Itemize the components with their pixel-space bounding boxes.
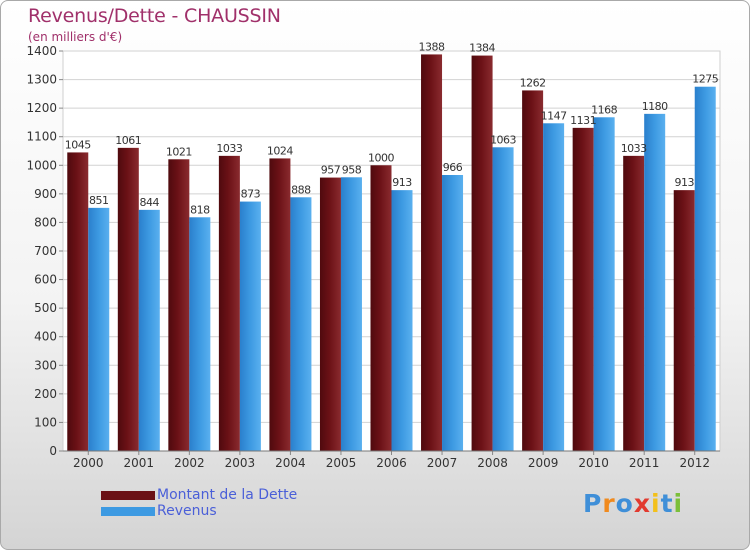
bar-revenus xyxy=(694,86,716,451)
data-label-dette: 957 xyxy=(321,164,341,177)
logo-letter: t xyxy=(660,489,674,518)
data-label-dette: 1131 xyxy=(570,114,596,127)
data-label-dette: 1021 xyxy=(166,145,192,158)
data-label-dette: 1045 xyxy=(65,138,91,151)
bar-dette xyxy=(673,190,695,451)
bar-revenus xyxy=(492,147,514,452)
data-label-revenus: 818 xyxy=(190,203,210,216)
logo-letter: i xyxy=(651,489,661,518)
x-tick-label: 2005 xyxy=(326,456,357,470)
data-label-revenus: 888 xyxy=(291,183,311,196)
data-label-revenus: 958 xyxy=(342,163,362,176)
y-tick-label: 1200 xyxy=(26,101,57,115)
bar-dette xyxy=(471,55,493,451)
x-tick-label: 2009 xyxy=(528,456,559,470)
chart-title: Revenus/Dette - CHAUSSIN xyxy=(28,5,281,27)
bar-dette xyxy=(623,155,645,451)
data-label-revenus: 966 xyxy=(443,161,463,174)
x-tick-label: 2004 xyxy=(275,456,306,470)
bar-revenus xyxy=(88,207,110,451)
data-label-dette: 1262 xyxy=(520,76,546,89)
legend-item-revenus: Revenus xyxy=(101,503,297,519)
x-tick-label: 2011 xyxy=(629,456,660,470)
proxiti-logo: Proxiti xyxy=(583,489,683,518)
bar-dette xyxy=(421,54,443,452)
x-tick-label: 2008 xyxy=(477,456,508,470)
data-label-dette: 913 xyxy=(674,176,694,189)
bar-revenus xyxy=(644,113,666,451)
bar-dette xyxy=(319,177,341,452)
y-tick-label: 1300 xyxy=(26,73,57,87)
y-tick-label: 0 xyxy=(49,444,57,458)
y-tick-label: 800 xyxy=(34,215,57,229)
x-tick-label: 2012 xyxy=(679,456,710,470)
legend-label-revenus: Revenus xyxy=(157,503,217,519)
data-label-dette: 1384 xyxy=(469,42,495,55)
bar-dette xyxy=(370,165,392,452)
legend-swatch-dette xyxy=(101,490,155,500)
y-tick-label: 100 xyxy=(34,415,57,429)
y-tick-label: 600 xyxy=(34,273,57,287)
legend-label-dette: Montant de la Dette xyxy=(157,487,298,503)
data-label-revenus: 851 xyxy=(89,194,109,207)
bar-dette xyxy=(67,152,89,451)
data-label-revenus: 873 xyxy=(241,188,261,201)
x-tick-label: 2000 xyxy=(73,456,104,470)
logo-letter: i xyxy=(673,489,684,518)
data-label-revenus: 1275 xyxy=(692,73,718,86)
bar-dette xyxy=(522,90,544,451)
y-tick-label: 200 xyxy=(34,387,57,401)
y-tick-label: 1000 xyxy=(26,158,57,172)
logo-letter: x xyxy=(633,489,651,518)
legend: Montant de la Dette Revenus xyxy=(101,487,297,519)
y-tick-label: 1100 xyxy=(26,130,57,144)
x-tick-label: 2010 xyxy=(578,456,609,470)
data-label-dette: 1033 xyxy=(216,142,242,155)
y-tick-label: 300 xyxy=(34,358,57,372)
legend-item-dette: Montant de la Dette xyxy=(101,487,297,503)
bar-revenus xyxy=(290,197,312,451)
logo-letter: P xyxy=(583,489,603,518)
data-label-dette: 1061 xyxy=(115,134,141,147)
x-tick-label: 2003 xyxy=(225,456,256,470)
x-tick-label: 2006 xyxy=(376,456,407,470)
bar-revenus xyxy=(442,175,464,451)
bar-revenus xyxy=(340,177,362,452)
bar-revenus xyxy=(593,117,615,452)
data-label-dette: 1024 xyxy=(267,144,293,157)
data-label-revenus: 1180 xyxy=(642,100,668,113)
y-tick-label: 500 xyxy=(34,301,57,315)
x-tick-label: 2002 xyxy=(174,456,205,470)
y-tick-label: 400 xyxy=(34,330,57,344)
x-tick-label: 2001 xyxy=(124,456,155,470)
x-tick-label: 2007 xyxy=(427,456,458,470)
chart-subtitle: (en milliers d'€) xyxy=(28,30,123,44)
bar-dette xyxy=(117,147,139,451)
bar-dette xyxy=(269,158,291,451)
bar-dette xyxy=(168,159,190,452)
y-tick-label: 700 xyxy=(34,244,57,258)
data-label-revenus: 1063 xyxy=(490,133,516,146)
data-label-revenus: 1147 xyxy=(541,109,567,122)
data-label-dette: 1000 xyxy=(368,151,394,164)
bar-revenus xyxy=(189,217,211,451)
bar-revenus xyxy=(543,123,565,452)
bar-dette xyxy=(218,155,240,451)
logo-letter: o xyxy=(615,489,634,518)
legend-swatch-revenus xyxy=(101,506,155,516)
data-label-dette: 1033 xyxy=(621,142,647,155)
data-label-revenus: 1168 xyxy=(591,103,617,116)
y-tick-label: 900 xyxy=(34,187,57,201)
logo-letter: r xyxy=(602,489,616,518)
bar-revenus xyxy=(391,190,413,451)
bar-revenus xyxy=(239,201,261,451)
data-label-dette: 1388 xyxy=(419,40,445,53)
bar-revenus xyxy=(138,209,160,451)
y-tick-label: 1400 xyxy=(26,44,57,58)
data-label-revenus: 913 xyxy=(392,176,412,189)
data-label-revenus: 844 xyxy=(140,196,160,209)
bar-dette xyxy=(572,127,594,451)
